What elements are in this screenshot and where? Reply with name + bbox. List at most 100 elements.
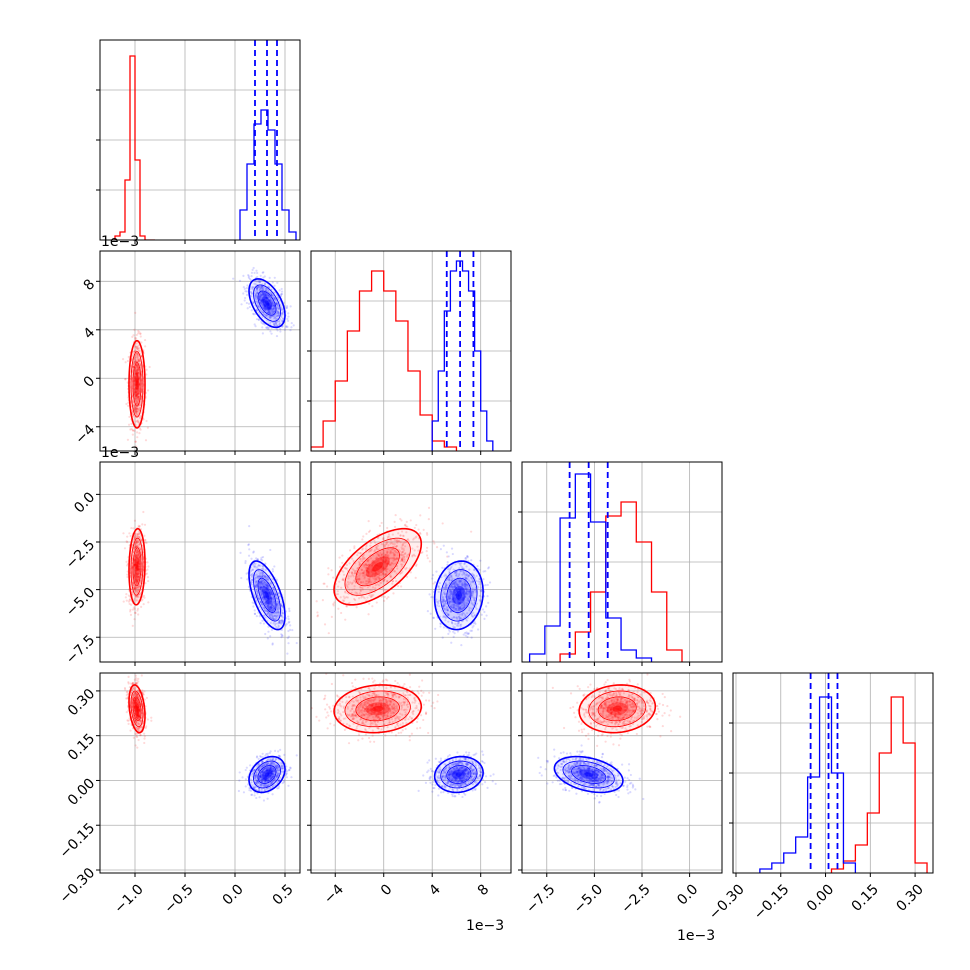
blue-sample-point (267, 611, 270, 615)
blue-sample-point (461, 582, 464, 585)
red-sample-point (125, 402, 128, 406)
blue-sample-point (460, 604, 464, 607)
red-sample-point (386, 551, 389, 554)
blue-sample-point (459, 602, 462, 605)
blue-sample-point (263, 598, 266, 601)
red-sample-point (134, 580, 137, 583)
red-sample-point (385, 542, 388, 546)
panel-1-0 (121, 266, 295, 448)
blue-sample-point (275, 618, 278, 621)
red-sample-point (413, 549, 416, 552)
red-sample-point (373, 549, 377, 552)
blue-sample-point (281, 310, 284, 314)
blue-sample-point (275, 597, 279, 600)
blue-sample-point (256, 575, 259, 579)
red-sample-point (137, 371, 140, 374)
blue-sample-point (260, 299, 263, 303)
blue-sample-point (277, 613, 280, 617)
red-sample-point (133, 387, 136, 390)
red-sample-point (385, 560, 388, 563)
blue-sample-point (266, 586, 269, 590)
red-sample-point (136, 702, 139, 705)
blue-sample-point (476, 564, 479, 568)
blue-sample-point (259, 274, 262, 277)
blue-sample-point (273, 614, 276, 617)
blue-sample-point (460, 588, 463, 591)
red-sample-point (121, 358, 125, 361)
red-sample-point (359, 562, 362, 565)
red-sample-point (345, 604, 348, 608)
blue-sample-point (477, 586, 480, 589)
blue-sample-point (259, 580, 263, 583)
red-sample-point (358, 563, 361, 566)
blue-sample-point (263, 292, 266, 296)
blue-sample-point (252, 313, 256, 316)
blue-sample-point (273, 322, 276, 326)
red-sample-point (131, 624, 134, 627)
blue-sample-point (273, 316, 276, 320)
blue-sample-point (240, 303, 243, 306)
red-sample-point (133, 350, 136, 353)
blue-sample-point (280, 312, 283, 315)
blue-contour (257, 577, 277, 613)
red-sample-point (135, 540, 138, 543)
red-sample-point (373, 572, 376, 575)
blue-sample-point (259, 586, 263, 589)
blue-sample-point (285, 306, 288, 310)
blue-sample-point (271, 617, 275, 620)
red-sample-point (132, 687, 135, 690)
red-sample-point (133, 701, 137, 704)
blue-sample-point (458, 587, 461, 590)
red-sample-point (134, 699, 137, 703)
blue-sample-point (248, 277, 252, 281)
red-sample-point (135, 410, 138, 413)
blue-sample-point (270, 608, 273, 611)
red-histogram-2 (559, 501, 683, 662)
blue-sample-point (447, 555, 450, 558)
blue-sample-point (442, 598, 446, 602)
red-sample-point (138, 708, 141, 711)
blue-sample-point (450, 620, 453, 624)
blue-sample-point (267, 308, 270, 311)
red-contour (128, 527, 146, 606)
blue-sample-point (275, 302, 278, 306)
blue-sample-point (447, 632, 450, 635)
blue-sample-point (263, 275, 266, 278)
blue-sample-point (263, 306, 267, 309)
red-sample-point (134, 360, 137, 364)
red-sample-point (385, 559, 388, 562)
blue-sample-point (270, 606, 273, 609)
blue-sample-point (262, 288, 265, 291)
blue-sample-point (277, 625, 280, 628)
red-sample-point (143, 741, 146, 745)
blue-sample-point (257, 279, 260, 282)
red-sample-point (137, 367, 140, 371)
blue-sample-point (275, 578, 278, 581)
blue-sample-point (259, 586, 263, 589)
red-sample-point (135, 376, 139, 379)
red-sample-point (135, 410, 138, 413)
red-sample-point (141, 689, 144, 692)
blue-sample-point (259, 558, 263, 561)
red-sample-point (147, 601, 150, 604)
blue-sample-point (255, 581, 258, 584)
blue-sample-point (251, 601, 254, 604)
red-sample-point (419, 532, 422, 535)
red-sample-point (134, 571, 137, 575)
blue-histogram-3 (759, 696, 857, 873)
blue-sample-point (454, 586, 457, 589)
blue-sample-point (443, 604, 446, 608)
red-sample-point (362, 563, 365, 567)
red-sample-point (405, 525, 408, 528)
blue-sample-point (435, 604, 439, 607)
blue-sample-point (291, 628, 294, 632)
red-sample-point (349, 581, 352, 584)
red-sample-point (338, 580, 341, 583)
red-sample-point (135, 408, 138, 411)
red-sample-point (401, 544, 404, 547)
blue-sample-point (470, 636, 473, 639)
blue-sample-point (264, 288, 268, 291)
red-sample-point (345, 563, 349, 567)
blue-sample-point (461, 598, 464, 602)
blue-sample-point (266, 578, 270, 581)
